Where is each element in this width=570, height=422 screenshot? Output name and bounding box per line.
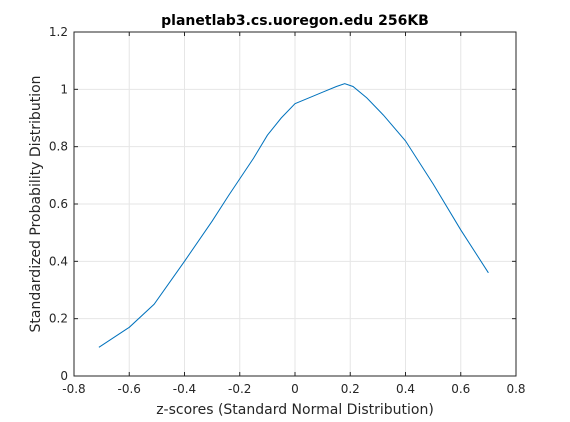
x-tick-label: -0.2 <box>228 382 251 396</box>
x-tick-label: -0.4 <box>173 382 196 396</box>
x-tick-label: -0.6 <box>118 382 141 396</box>
y-tick-label: 1 <box>60 82 68 96</box>
x-tick-label: 0.8 <box>506 382 525 396</box>
series-group <box>98 83 489 348</box>
y-tick-label: 0.2 <box>49 312 68 326</box>
y-tick-label: 0.8 <box>49 140 68 154</box>
x-tick-label: 0.4 <box>396 382 415 396</box>
x-axis-label: z-scores (Standard Normal Distribution) <box>156 402 434 418</box>
chart-title: planetlab3.cs.uoregon.edu 256KB <box>161 13 429 29</box>
x-tick-label: -0.8 <box>62 382 85 396</box>
y-tick-label: 0.4 <box>49 254 68 268</box>
y-tick-label: 0.6 <box>49 197 68 211</box>
grid-lines <box>74 32 516 376</box>
series-line <box>98 83 489 348</box>
x-axis-ticks: -0.8 -0.6 -0.4 -0.2 0 0.2 0.4 0.6 0.8 <box>62 32 526 396</box>
x-tick-label: 0.2 <box>341 382 360 396</box>
y-tick-label: 1.2 <box>49 25 68 39</box>
y-tick-label: 0 <box>60 369 68 383</box>
y-axis-label: Standardized Probability Distribution <box>28 75 44 332</box>
y-axis-ticks: 0 0.2 0.4 0.6 0.8 1 1.2 <box>49 25 516 383</box>
x-tick-label: 0.6 <box>451 382 470 396</box>
x-tick-label: 0 <box>291 382 299 396</box>
